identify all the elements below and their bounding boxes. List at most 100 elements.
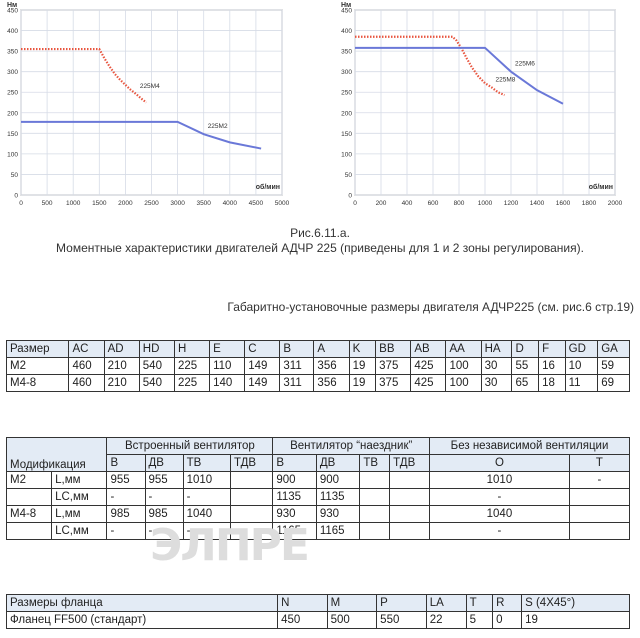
value-cell: -	[429, 522, 570, 540]
flange-header-cell: N	[277, 594, 328, 612]
value-cell	[229, 488, 274, 506]
dim-cell: 425	[410, 374, 447, 392]
dim-cell: 140	[209, 374, 246, 392]
dim-cell: 59	[597, 357, 630, 375]
dim-cell: 149	[244, 374, 281, 392]
table-row: M2 L,мм 955 955 1010 900 900 1010-	[5, 471, 631, 489]
value-cell: 1040	[182, 505, 231, 523]
y-tick-label: 250	[7, 90, 18, 97]
table-row: M2 460 210 540 225 110 149 311 356 19 375 425 100 30 5…	[5, 357, 630, 375]
series-label: 225M2	[208, 123, 228, 130]
modification-table: Модификация Встроенный вентилятор Вентил…	[5, 437, 631, 540]
value-cell	[229, 505, 274, 523]
modification-cell	[5, 488, 53, 506]
flange-header-cell: LA	[425, 594, 467, 612]
y-tick-label: 200	[341, 110, 352, 117]
dim-header-cell: HD	[138, 340, 175, 358]
table-row: LC,мм - - -1135 1135-	[5, 488, 631, 506]
figure-number: Рис.6.11.а.	[290, 226, 350, 240]
value-cell	[229, 471, 274, 489]
torque-chart-left: 0 500 1000 1500 2000 2500 3000 3500 4000 4500 5000…	[0, 0, 290, 215]
x-tick-label: 4000	[223, 200, 238, 207]
sub-header-cell: ТВ	[182, 454, 231, 472]
value-cell	[389, 471, 431, 489]
table-row: LC,мм - - -1165 1165-	[5, 522, 631, 540]
dim-cell: 19	[348, 357, 377, 375]
flange-header-cell: T	[465, 594, 494, 612]
dim-cell: M2	[5, 357, 70, 375]
dimensions-table: Размер AC AD HD H E C B A K BB AB AA HA D F GD GA M2 460 21…	[5, 340, 630, 392]
value-cell: -	[568, 471, 631, 489]
y-tick-label: 150	[7, 131, 18, 138]
sub-header-cell: ТДВ	[229, 454, 274, 472]
flange-header-cell: R	[492, 594, 523, 612]
value-cell: -	[106, 522, 146, 540]
value-cell: 1165	[272, 522, 317, 540]
x-tick-label: 1600	[556, 200, 571, 207]
x-tick-label: 5000	[275, 200, 290, 207]
flange-table: Размеры фланца N M P LA T R S (4X45°) Фланец FF…	[5, 594, 630, 629]
flange-cell: 550	[376, 611, 427, 629]
param-cell: L,мм	[51, 505, 108, 523]
sub-header-cell: ТВ	[359, 454, 391, 472]
flange-cell: 450	[277, 611, 328, 629]
value-cell: 1040	[429, 505, 570, 523]
sub-header-cell: О	[429, 454, 570, 472]
value-cell	[568, 522, 631, 540]
value-cell	[359, 471, 391, 489]
no-vent-header: Без независимой вентиляции	[429, 437, 630, 455]
figure-description: Моментные характеристики двигателей АДЧР…	[56, 241, 584, 255]
series-label: 225M8	[496, 76, 516, 83]
rider-fan-header: Вентилятор “наездник”	[272, 437, 431, 455]
flange-header-cell: Размеры фланца	[5, 594, 279, 612]
value-cell: 985	[144, 505, 184, 523]
dim-header-cell: GD	[564, 340, 599, 358]
dim-cell: 18	[538, 374, 566, 392]
dim-cell: 69	[597, 374, 630, 392]
dim-cell: M4-8	[5, 374, 70, 392]
flange-cell: 500	[326, 611, 378, 629]
value-cell: 955	[106, 471, 146, 489]
series-line	[21, 47, 147, 104]
x-tick-label: 1400	[530, 200, 545, 207]
value-cell: -	[429, 488, 570, 506]
value-cell: 930	[272, 505, 317, 523]
dim-cell: 30	[480, 374, 513, 392]
flange-cell: 19	[521, 611, 630, 629]
dim-header-cell: B	[279, 340, 315, 358]
x-tick-label: 2500	[144, 200, 159, 207]
value-cell: 930	[315, 505, 361, 523]
x-tick-label: 0	[19, 200, 23, 207]
dim-cell: 16	[538, 357, 566, 375]
dim-cell: 375	[375, 374, 412, 392]
dim-header-cell: C	[244, 340, 281, 358]
value-cell: 955	[144, 471, 184, 489]
y-tick-label: 50	[11, 172, 19, 179]
modification-header: Модификация	[5, 437, 108, 472]
value-cell: -	[182, 522, 231, 540]
y-tick-label: 300	[341, 69, 352, 76]
modification-cell: M4-8	[5, 505, 53, 523]
table-row: M4-8 460 210 540 225 140 149 311 356 19 375 425 100 3…	[5, 374, 630, 392]
dimensions-title: Габаритно-установочные размеры двигателя…	[227, 300, 634, 314]
table-row: M4-8 L,мм 985 985 1040 930 930 1040	[5, 505, 631, 523]
dim-cell: 311	[279, 374, 315, 392]
dim-cell: 65	[511, 374, 540, 392]
x-tick-label: 500	[42, 200, 53, 207]
dim-cell: 375	[375, 357, 412, 375]
y-tick-label: 450	[341, 8, 352, 15]
dim-cell: 110	[209, 357, 246, 375]
x-tick-label: 1000	[66, 200, 81, 207]
value-cell	[359, 488, 391, 506]
dim-header-cell: H	[173, 340, 211, 358]
chart-svg-left: 0 500 1000 1500 2000 2500 3000 3500 4000 4500 5000…	[7, 2, 290, 207]
dim-cell: 460	[68, 357, 105, 375]
x-tick-label: 2000	[608, 200, 623, 207]
flange-cell: 5	[465, 611, 494, 629]
x-axis-label: об/мин	[256, 183, 280, 191]
value-cell	[389, 488, 431, 506]
y-tick-label: 400	[341, 28, 352, 35]
y-tick-label: 150	[341, 131, 352, 138]
sub-header-cell: ДВ	[315, 454, 361, 472]
value-cell: 900	[272, 471, 317, 489]
